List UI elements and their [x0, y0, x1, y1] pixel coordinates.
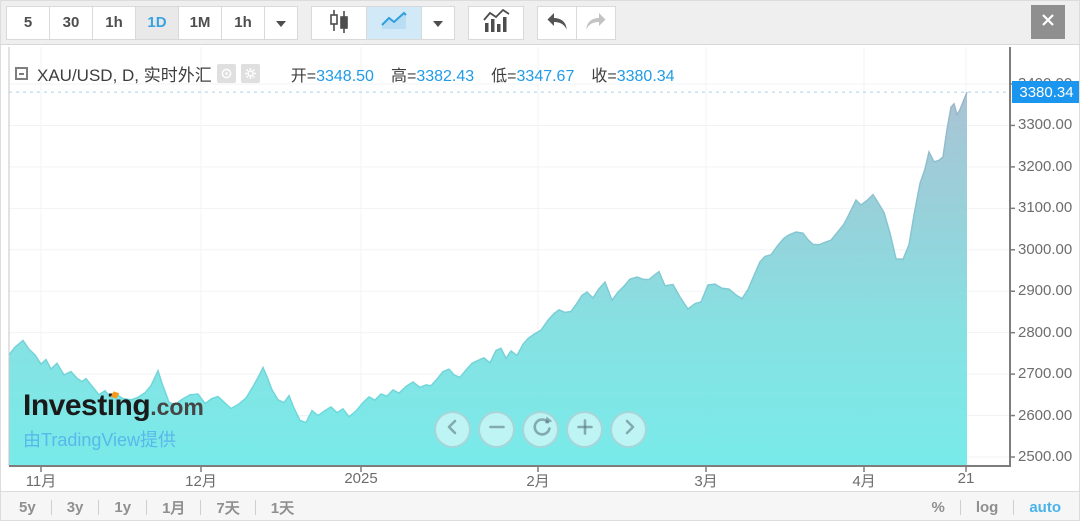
ohlc-values: 开=3348.50 高=3382.43 低=3347.67 收=3380.34 — [274, 62, 675, 86]
separator — [200, 499, 202, 515]
plus-icon — [567, 409, 603, 450]
close-button[interactable] — [1031, 5, 1065, 39]
indicators-button[interactable] — [468, 5, 524, 40]
range-button-1月[interactable]: 1月 — [162, 499, 186, 517]
price-axis-label: 3100.00 — [1018, 199, 1073, 217]
symbol-title: XAU/USD, D, 实时外汇 — [37, 66, 212, 85]
refresh-button[interactable] — [522, 411, 559, 448]
range-buttons-left: 5y 3y 1y 1月 7天 1天 — [19, 497, 294, 518]
interval-dropdown-button[interactable] — [264, 5, 298, 40]
price-axis-label: 3300.00 — [1018, 116, 1073, 134]
time-axis-label: 2月 — [526, 473, 550, 490]
collapse-icon[interactable] — [15, 67, 28, 80]
indicators-icon — [481, 8, 511, 38]
area-chart-button[interactable] — [366, 5, 422, 40]
range-button-7天[interactable]: 7天 — [216, 499, 240, 517]
close-icon — [1040, 12, 1056, 33]
scale-button-%[interactable]: % — [931, 498, 945, 516]
interval-button-1h[interactable]: 1h — [221, 5, 265, 40]
range-bar: 5y 3y 1y 1月 7天 1天 % log auto — [1, 491, 1079, 520]
chevron-left-icon — [435, 409, 471, 450]
interval-buttons: 5 30 1h 1D 1M 1h — [6, 5, 265, 40]
scale-button-log[interactable]: log — [975, 498, 999, 516]
separator — [254, 499, 256, 515]
logo-brand-text: Investing — [23, 389, 151, 422]
top-toolbar: 5 30 1h 1D 1M 1h — [1, 1, 1079, 45]
history-group — [537, 5, 616, 40]
minus-icon — [479, 409, 515, 450]
undo-arrow-icon — [545, 11, 569, 35]
zoom-in-button[interactable] — [566, 411, 603, 448]
ohlc-close: 收=3380.34 — [591, 67, 675, 85]
time-axis-label: 11月 — [25, 473, 57, 490]
interval-button-5[interactable]: 5 — [6, 5, 50, 40]
nav-forward-button[interactable] — [610, 411, 647, 448]
caret-down-icon — [433, 14, 443, 31]
ohlc-open: 开=3348.50 — [290, 67, 374, 85]
price-axis-label: 2800.00 — [1018, 323, 1073, 341]
interval-button-30[interactable]: 30 — [49, 5, 93, 40]
interval-group: 5 30 1h 1D 1M 1h — [6, 5, 298, 40]
candlestick-icon — [326, 8, 352, 38]
range-button-1天[interactable]: 1天 — [270, 499, 295, 517]
investing-logo: Investing .com 由TradingView提供 — [23, 389, 204, 452]
candlestick-chart-button[interactable] — [311, 5, 367, 40]
ohlc-low: 低=3347.67 — [491, 67, 575, 85]
area-chart-icon — [379, 10, 409, 36]
price-axis-label: 2500.00 — [1018, 448, 1073, 465]
time-axis-label: 4月 — [852, 473, 876, 490]
tradingview-attribution: 由TradingView提供 — [23, 430, 177, 450]
chart-type-group — [311, 5, 455, 40]
price-axis-label: 3200.00 — [1018, 157, 1073, 175]
interval-button-1D[interactable]: 1D — [135, 5, 179, 40]
indicators-group — [468, 5, 524, 40]
range-button-1y[interactable]: 1y — [114, 498, 132, 516]
separator — [98, 499, 100, 515]
price-axis-label: 2600.00 — [1018, 406, 1073, 424]
ohlc-high: 高=3382.43 — [390, 67, 475, 85]
time-axis-label: 3月 — [694, 473, 718, 490]
chevron-right-icon — [611, 409, 647, 450]
range-button-5y[interactable]: 5y — [19, 498, 36, 516]
scale-button-auto[interactable]: auto — [1029, 498, 1061, 516]
interval-button-1M[interactable]: 1M — [178, 5, 222, 40]
zoom-out-button[interactable] — [478, 411, 515, 448]
scale-buttons-right: % log auto — [931, 499, 1061, 516]
price-axis-label: 2700.00 — [1018, 365, 1073, 383]
time-axis-label: 2025 — [344, 470, 378, 487]
logo-tld-text: .com — [150, 394, 204, 420]
separator — [1013, 499, 1015, 515]
separator — [146, 499, 148, 515]
separator — [959, 499, 961, 515]
price-axis-label: 2900.00 — [1018, 282, 1073, 300]
caret-down-icon — [276, 14, 286, 31]
undo-button[interactable] — [537, 5, 577, 40]
time-axis-label: 21 — [957, 470, 975, 487]
time-axis-label: 12月 — [185, 473, 217, 490]
last-price-badge: 3380.34 — [1012, 81, 1079, 104]
redo-arrow-icon — [584, 11, 608, 35]
nav-back-button[interactable] — [434, 411, 471, 448]
refresh-icon — [523, 409, 559, 450]
range-button-3y[interactable]: 3y — [66, 498, 84, 516]
visibility-icon[interactable] — [216, 64, 236, 83]
chart-type-dropdown-button[interactable] — [421, 5, 455, 40]
redo-button[interactable] — [576, 5, 616, 40]
interval-button-1h[interactable]: 1h — [92, 5, 136, 40]
chart-legend: XAU/USD, D, 实时外汇 开=3348.50 高=3382.43 低=334… — [15, 61, 675, 86]
settings-gear-icon[interactable] — [240, 64, 260, 83]
price-axis-label: 3000.00 — [1018, 240, 1073, 258]
separator — [50, 499, 52, 515]
